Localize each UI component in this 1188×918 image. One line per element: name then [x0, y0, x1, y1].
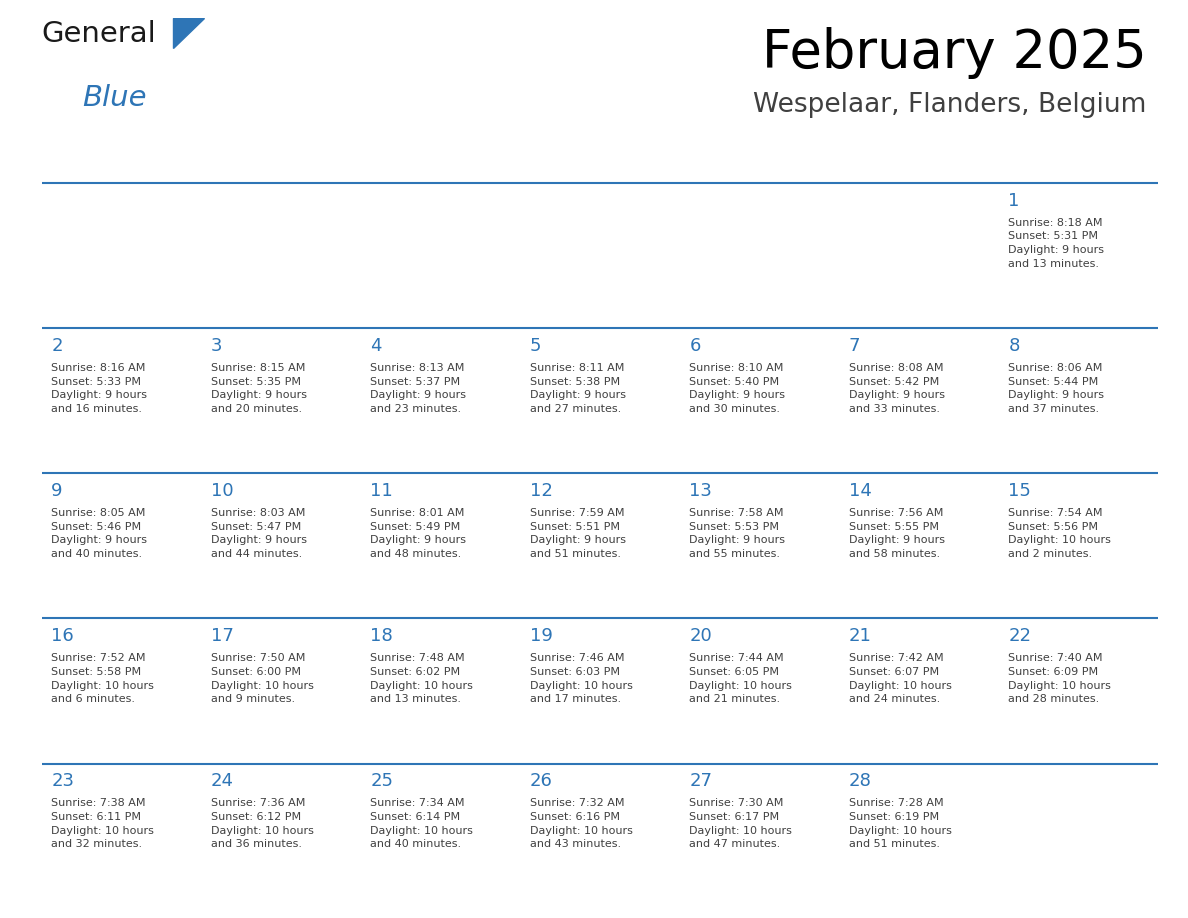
Text: Sunrise: 8:16 AM
Sunset: 5:33 PM
Daylight: 9 hours
and 16 minutes.: Sunrise: 8:16 AM Sunset: 5:33 PM Dayligh…	[51, 363, 147, 414]
Text: 7: 7	[848, 337, 860, 355]
Text: Wespelaar, Flanders, Belgium: Wespelaar, Flanders, Belgium	[753, 92, 1146, 118]
Text: 26: 26	[530, 772, 552, 790]
Text: Sunrise: 8:13 AM
Sunset: 5:37 PM
Daylight: 9 hours
and 23 minutes.: Sunrise: 8:13 AM Sunset: 5:37 PM Dayligh…	[371, 363, 466, 414]
Text: 22: 22	[1009, 627, 1031, 645]
Text: Sunrise: 8:10 AM
Sunset: 5:40 PM
Daylight: 9 hours
and 30 minutes.: Sunrise: 8:10 AM Sunset: 5:40 PM Dayligh…	[689, 363, 785, 414]
Text: 6: 6	[689, 337, 701, 355]
Text: 19: 19	[530, 627, 552, 645]
Text: Sunrise: 7:56 AM
Sunset: 5:55 PM
Daylight: 9 hours
and 58 minutes.: Sunrise: 7:56 AM Sunset: 5:55 PM Dayligh…	[848, 509, 944, 559]
Text: Sunrise: 7:50 AM
Sunset: 6:00 PM
Daylight: 10 hours
and 9 minutes.: Sunrise: 7:50 AM Sunset: 6:00 PM Dayligh…	[210, 654, 314, 704]
Text: 28: 28	[848, 772, 872, 790]
Text: 17: 17	[210, 627, 234, 645]
Text: 20: 20	[689, 627, 712, 645]
Text: Tuesday: Tuesday	[372, 148, 437, 162]
Text: Wednesday: Wednesday	[531, 148, 625, 162]
Text: Sunrise: 7:46 AM
Sunset: 6:03 PM
Daylight: 10 hours
and 17 minutes.: Sunrise: 7:46 AM Sunset: 6:03 PM Dayligh…	[530, 654, 633, 704]
Text: Sunday: Sunday	[52, 148, 113, 162]
Text: Thursday: Thursday	[691, 148, 766, 162]
Text: 14: 14	[848, 482, 872, 500]
Text: Sunrise: 7:42 AM
Sunset: 6:07 PM
Daylight: 10 hours
and 24 minutes.: Sunrise: 7:42 AM Sunset: 6:07 PM Dayligh…	[848, 654, 952, 704]
Text: 4: 4	[371, 337, 381, 355]
Text: Sunrise: 8:15 AM
Sunset: 5:35 PM
Daylight: 9 hours
and 20 minutes.: Sunrise: 8:15 AM Sunset: 5:35 PM Dayligh…	[210, 363, 307, 414]
Text: 16: 16	[51, 627, 74, 645]
Text: Sunrise: 7:28 AM
Sunset: 6:19 PM
Daylight: 10 hours
and 51 minutes.: Sunrise: 7:28 AM Sunset: 6:19 PM Dayligh…	[848, 799, 952, 849]
Text: 21: 21	[848, 627, 872, 645]
Text: Saturday: Saturday	[1010, 148, 1082, 162]
Text: 5: 5	[530, 337, 542, 355]
Text: 23: 23	[51, 772, 74, 790]
Text: Sunrise: 8:08 AM
Sunset: 5:42 PM
Daylight: 9 hours
and 33 minutes.: Sunrise: 8:08 AM Sunset: 5:42 PM Dayligh…	[848, 363, 944, 414]
Text: Sunrise: 7:58 AM
Sunset: 5:53 PM
Daylight: 9 hours
and 55 minutes.: Sunrise: 7:58 AM Sunset: 5:53 PM Dayligh…	[689, 509, 785, 559]
Text: Sunrise: 7:34 AM
Sunset: 6:14 PM
Daylight: 10 hours
and 40 minutes.: Sunrise: 7:34 AM Sunset: 6:14 PM Dayligh…	[371, 799, 473, 849]
Text: Sunrise: 7:36 AM
Sunset: 6:12 PM
Daylight: 10 hours
and 36 minutes.: Sunrise: 7:36 AM Sunset: 6:12 PM Dayligh…	[210, 799, 314, 849]
Polygon shape	[173, 18, 204, 48]
Text: Sunrise: 7:48 AM
Sunset: 6:02 PM
Daylight: 10 hours
and 13 minutes.: Sunrise: 7:48 AM Sunset: 6:02 PM Dayligh…	[371, 654, 473, 704]
Text: Sunrise: 7:52 AM
Sunset: 5:58 PM
Daylight: 10 hours
and 6 minutes.: Sunrise: 7:52 AM Sunset: 5:58 PM Dayligh…	[51, 654, 154, 704]
Text: 11: 11	[371, 482, 393, 500]
Text: 3: 3	[210, 337, 222, 355]
Text: 24: 24	[210, 772, 234, 790]
Text: Sunrise: 8:03 AM
Sunset: 5:47 PM
Daylight: 9 hours
and 44 minutes.: Sunrise: 8:03 AM Sunset: 5:47 PM Dayligh…	[210, 509, 307, 559]
Text: February 2025: February 2025	[762, 27, 1146, 79]
Text: Sunrise: 8:01 AM
Sunset: 5:49 PM
Daylight: 9 hours
and 48 minutes.: Sunrise: 8:01 AM Sunset: 5:49 PM Dayligh…	[371, 509, 466, 559]
Text: 27: 27	[689, 772, 713, 790]
Text: 25: 25	[371, 772, 393, 790]
Text: 12: 12	[530, 482, 552, 500]
Text: Friday: Friday	[851, 148, 899, 162]
Text: 9: 9	[51, 482, 63, 500]
Text: Sunrise: 8:11 AM
Sunset: 5:38 PM
Daylight: 9 hours
and 27 minutes.: Sunrise: 8:11 AM Sunset: 5:38 PM Dayligh…	[530, 363, 626, 414]
Text: 2: 2	[51, 337, 63, 355]
Text: Sunrise: 7:59 AM
Sunset: 5:51 PM
Daylight: 9 hours
and 51 minutes.: Sunrise: 7:59 AM Sunset: 5:51 PM Dayligh…	[530, 509, 626, 559]
Text: 10: 10	[210, 482, 233, 500]
Text: Sunrise: 8:05 AM
Sunset: 5:46 PM
Daylight: 9 hours
and 40 minutes.: Sunrise: 8:05 AM Sunset: 5:46 PM Dayligh…	[51, 509, 147, 559]
Text: Sunrise: 7:54 AM
Sunset: 5:56 PM
Daylight: 10 hours
and 2 minutes.: Sunrise: 7:54 AM Sunset: 5:56 PM Dayligh…	[1009, 509, 1111, 559]
Text: Sunrise: 7:38 AM
Sunset: 6:11 PM
Daylight: 10 hours
and 32 minutes.: Sunrise: 7:38 AM Sunset: 6:11 PM Dayligh…	[51, 799, 154, 849]
Text: 18: 18	[371, 627, 393, 645]
Text: Sunrise: 7:32 AM
Sunset: 6:16 PM
Daylight: 10 hours
and 43 minutes.: Sunrise: 7:32 AM Sunset: 6:16 PM Dayligh…	[530, 799, 633, 849]
Text: General: General	[42, 20, 157, 48]
Text: Sunrise: 8:18 AM
Sunset: 5:31 PM
Daylight: 9 hours
and 13 minutes.: Sunrise: 8:18 AM Sunset: 5:31 PM Dayligh…	[1009, 218, 1105, 269]
Text: Sunrise: 8:06 AM
Sunset: 5:44 PM
Daylight: 9 hours
and 37 minutes.: Sunrise: 8:06 AM Sunset: 5:44 PM Dayligh…	[1009, 363, 1105, 414]
Text: Sunrise: 7:44 AM
Sunset: 6:05 PM
Daylight: 10 hours
and 21 minutes.: Sunrise: 7:44 AM Sunset: 6:05 PM Dayligh…	[689, 654, 792, 704]
Text: 13: 13	[689, 482, 712, 500]
Text: Sunrise: 7:40 AM
Sunset: 6:09 PM
Daylight: 10 hours
and 28 minutes.: Sunrise: 7:40 AM Sunset: 6:09 PM Dayligh…	[1009, 654, 1111, 704]
Text: 1: 1	[1009, 192, 1019, 209]
Text: Monday: Monday	[213, 148, 276, 162]
Text: Sunrise: 7:30 AM
Sunset: 6:17 PM
Daylight: 10 hours
and 47 minutes.: Sunrise: 7:30 AM Sunset: 6:17 PM Dayligh…	[689, 799, 792, 849]
Text: Blue: Blue	[82, 84, 146, 112]
Text: 8: 8	[1009, 337, 1019, 355]
Text: 15: 15	[1009, 482, 1031, 500]
